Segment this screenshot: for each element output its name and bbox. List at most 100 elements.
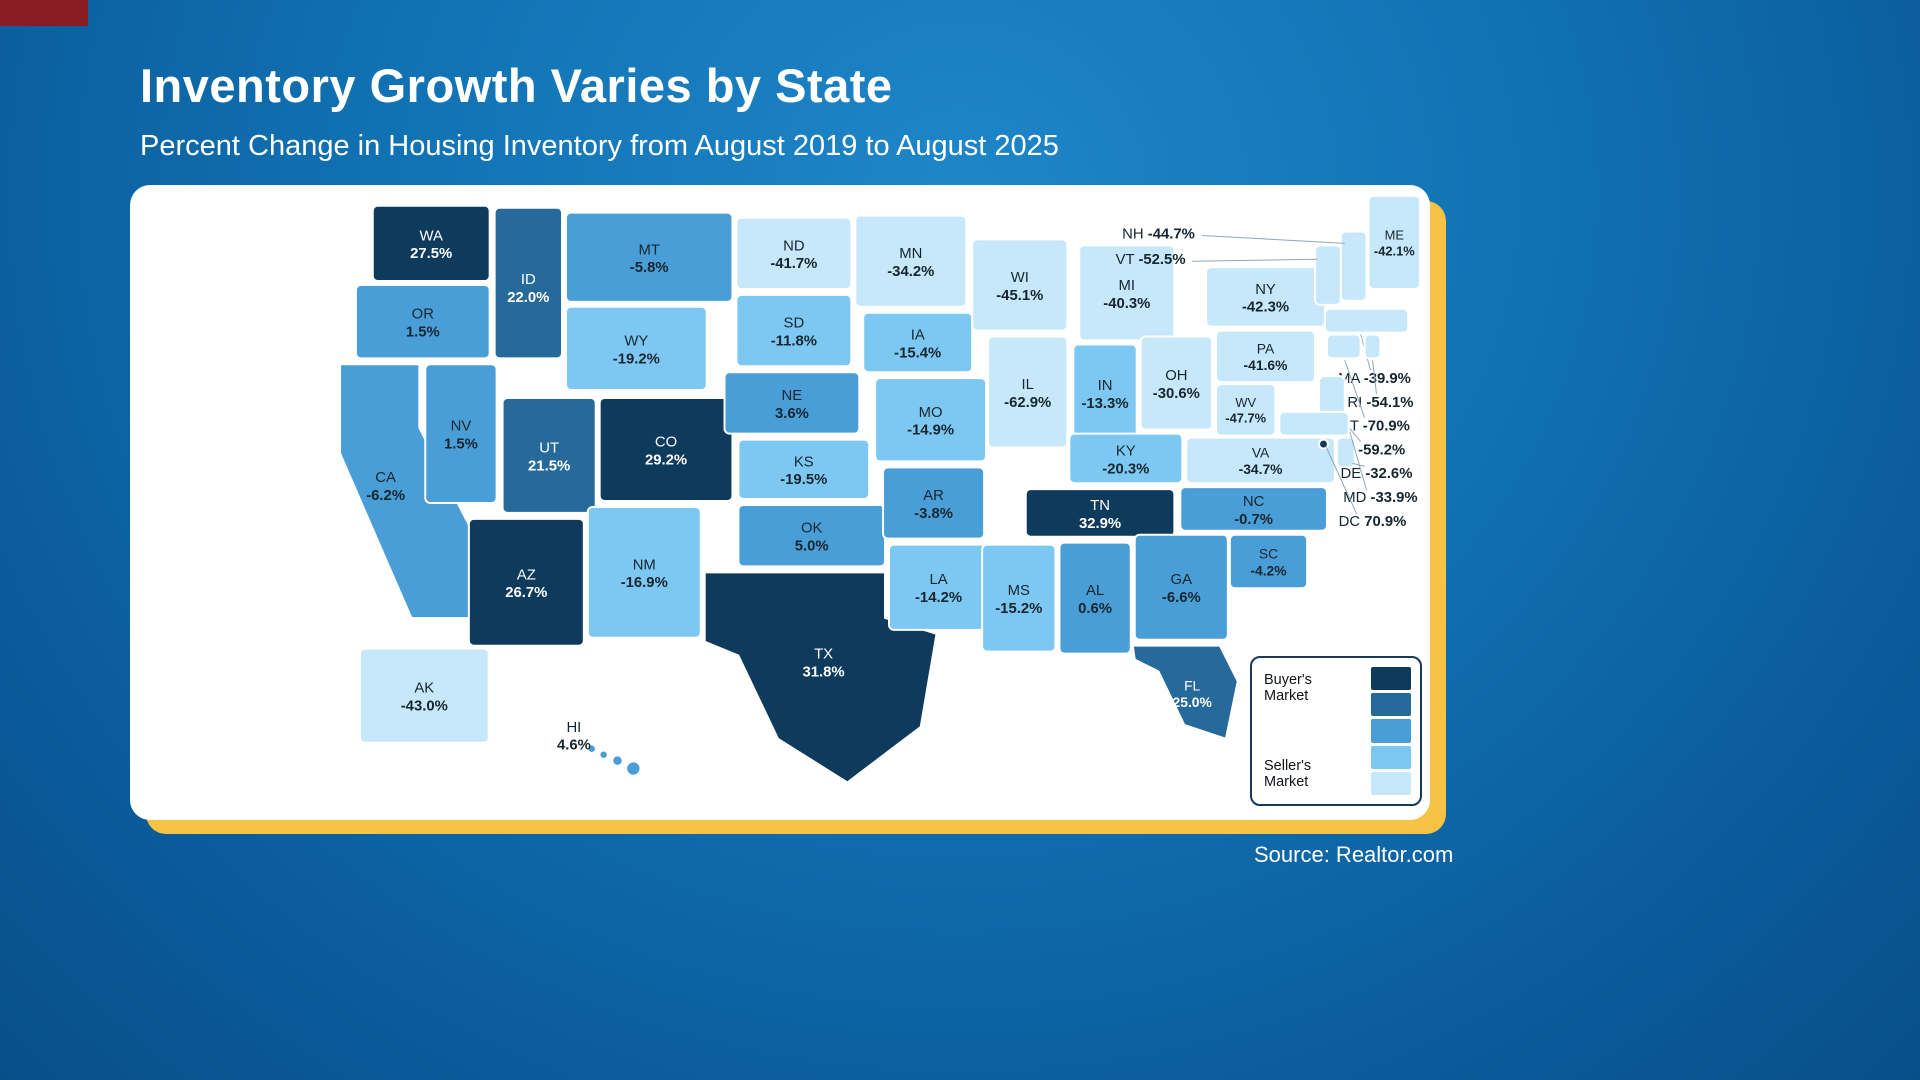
- state-label-OK: OK 5.0%: [795, 521, 829, 555]
- state-label-VA: VA -34.7%: [1239, 444, 1283, 477]
- state-SD: SD -11.8%: [735, 293, 853, 368]
- state-HI: HI 4.6%: [557, 720, 642, 777]
- state-label-MT: MT -5.8%: [630, 242, 669, 276]
- state-NV: NV 1.5%: [424, 363, 498, 504]
- state-shape-MD: [1278, 410, 1350, 437]
- legend-swatch-column: [1371, 667, 1411, 796]
- state-label-NE: NE 3.6%: [775, 388, 809, 422]
- state-label-KS: KS -19.5%: [780, 454, 827, 488]
- state-WA: WA 27.5%: [371, 204, 491, 283]
- state-shape-NV: [424, 363, 498, 504]
- state-label-AL: AL 0.6%: [1078, 583, 1112, 617]
- state-shape-WA: [371, 204, 491, 283]
- state-shape-UT: [501, 396, 597, 514]
- state-label-ID: ID 22.0%: [507, 272, 549, 306]
- state-label-MO: MO -14.9%: [907, 405, 954, 439]
- state-shape-AR: [882, 466, 986, 540]
- page-title: Inventory Growth Varies by State: [140, 59, 893, 112]
- legend-swatch-3: [1371, 719, 1411, 743]
- state-shape-KS: [737, 438, 871, 501]
- state-label-MS: MS -15.2%: [995, 583, 1042, 617]
- legend-labels: Buyer's Market Seller's Market: [1252, 658, 1362, 804]
- state-shape-AK: [358, 647, 490, 744]
- state-label-TN: TN 32.9%: [1079, 498, 1121, 532]
- state-label-RI: RI -54.1%: [1347, 395, 1413, 411]
- top-left-red-bar: [0, 0, 88, 26]
- state-shape-MA: [1323, 307, 1410, 334]
- state-MN: MN -34.2%: [854, 214, 968, 308]
- state-shape-NM: [586, 505, 702, 639]
- state-VA: VA -34.7%: [1185, 436, 1336, 485]
- state-AL: AL 0.6%: [1058, 541, 1132, 655]
- state-AK: AK -43.0%: [358, 647, 490, 744]
- state-label-PA: PA -41.6%: [1244, 340, 1288, 373]
- state-shape-CO: [598, 396, 734, 503]
- state-label-NM: NM -16.9%: [621, 557, 668, 591]
- state-OK: OK 5.0%: [737, 503, 887, 568]
- state-RI: RI -54.1%: [1347, 333, 1414, 411]
- state-label-NY: NY -42.3%: [1242, 282, 1289, 316]
- state-shape-NH: [1339, 230, 1368, 302]
- state-shape-WI: [971, 238, 1069, 332]
- state-DC: DC 70.9%: [1318, 438, 1407, 530]
- state-shape-KY: [1068, 432, 1184, 485]
- state-WI: WI -45.1%: [971, 238, 1069, 332]
- state-shape-SD: [735, 293, 853, 368]
- state-OR: OR 1.5%: [354, 284, 491, 360]
- state-label-SD: SD -11.8%: [771, 316, 817, 350]
- state-label-KY: KY -20.3%: [1102, 443, 1149, 477]
- us-choropleth-map: WA 27.5% OR 1.5% CA -6.2% ID 22.0% NV 1.5% MT -5.8%…: [339, 194, 1422, 784]
- map-legend: Buyer's Market Seller's Market: [1250, 656, 1422, 806]
- state-shape-NC: [1179, 486, 1328, 532]
- state-shape-WY: [564, 305, 708, 392]
- state-MS: MS -15.2%: [981, 543, 1057, 653]
- state-shape-NJ: [1318, 375, 1346, 417]
- state-shape-MT: [564, 211, 734, 303]
- legend-swatch-5: [1371, 771, 1411, 796]
- state-label-WY: WY -19.2%: [613, 333, 660, 367]
- state-label-GA: GA -6.6%: [1162, 572, 1201, 606]
- state-label-ME: ME -42.1%: [1374, 227, 1415, 258]
- state-shape-CT: [1325, 333, 1362, 360]
- state-label-DC: DC 70.9%: [1339, 514, 1407, 530]
- state-shape-AL: [1058, 541, 1132, 655]
- state-NM: NM -16.9%: [586, 505, 702, 639]
- state-IA: IA -15.4%: [862, 311, 974, 374]
- state-label-CO: CO 29.2%: [645, 435, 687, 469]
- state-WY: WY -19.2%: [564, 305, 708, 392]
- state-shape-SC: [1228, 533, 1309, 590]
- state-NH: NH -44.7%: [1122, 226, 1368, 302]
- state-shape-IA: [862, 311, 974, 374]
- state-shape-ND: [735, 216, 853, 290]
- state-IL: IL -62.9%: [987, 335, 1069, 449]
- state-shape-MN: [854, 214, 968, 308]
- state-island-HI-2: [611, 754, 624, 767]
- state-shape-MO: [874, 377, 988, 463]
- state-shape-IL: [987, 335, 1069, 449]
- state-MI: MI -40.3%: [1078, 244, 1176, 342]
- state-label-OH: OH -30.6%: [1153, 368, 1200, 402]
- state-shape-MS: [981, 543, 1057, 653]
- state-CO: CO 29.2%: [598, 396, 734, 503]
- state-label-DE: DE -32.6%: [1341, 466, 1413, 482]
- state-label-NH: NH -44.7%: [1122, 226, 1195, 242]
- state-AZ: AZ 26.7%: [467, 517, 585, 647]
- state-label-IL: IL -62.9%: [1004, 377, 1051, 411]
- state-ND: ND -41.7%: [735, 216, 853, 290]
- state-NE: NE 3.6%: [723, 371, 861, 435]
- state-ID: ID 22.0%: [493, 206, 564, 360]
- state-shape-ID: [493, 206, 564, 360]
- state-MT: MT -5.8%: [564, 211, 734, 303]
- state-KS: KS -19.5%: [737, 438, 871, 501]
- state-label-WV: WV -47.7%: [1225, 395, 1266, 426]
- state-CA: CA -6.2%: [339, 363, 476, 619]
- state-label-SC: SC -4.2%: [1250, 545, 1286, 578]
- state-shape-NE: [723, 371, 861, 435]
- state-KY: KY -20.3%: [1068, 432, 1184, 485]
- state-label-AZ: AZ 26.7%: [505, 567, 547, 601]
- state-shape-WV: [1214, 383, 1277, 437]
- callout-line-NH: [1202, 234, 1345, 244]
- state-UT: UT 21.5%: [501, 396, 597, 514]
- state-label-ND: ND -41.7%: [770, 238, 817, 272]
- state-IN: IN -13.3%: [1072, 343, 1138, 443]
